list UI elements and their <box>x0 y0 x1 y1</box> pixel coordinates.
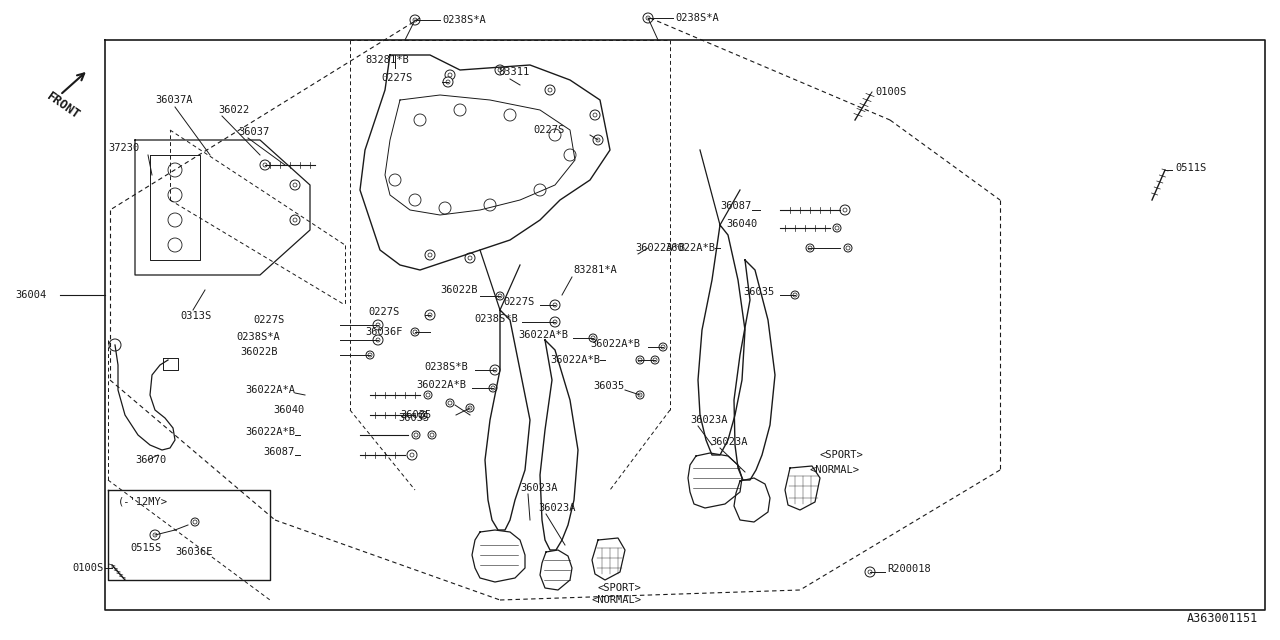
Text: 0227S: 0227S <box>369 307 399 317</box>
Circle shape <box>550 317 561 327</box>
Text: <SPORT>: <SPORT> <box>820 450 864 460</box>
Text: 36022B: 36022B <box>440 285 477 295</box>
Text: 36022A*B: 36022A*B <box>666 243 716 253</box>
Text: 0227S: 0227S <box>253 315 285 325</box>
Text: 36022A*B: 36022A*B <box>635 243 685 253</box>
Circle shape <box>840 205 850 215</box>
Text: 36037A: 36037A <box>155 95 192 105</box>
Circle shape <box>590 110 600 120</box>
Circle shape <box>550 300 561 310</box>
Text: <NORMAL>: <NORMAL> <box>591 595 643 605</box>
Circle shape <box>636 391 644 399</box>
Text: 37230: 37230 <box>108 143 140 153</box>
Circle shape <box>291 180 300 190</box>
Text: 36035: 36035 <box>401 410 433 420</box>
Circle shape <box>425 310 435 320</box>
Text: 36035: 36035 <box>594 381 625 391</box>
Text: 0238S*A: 0238S*A <box>675 13 719 23</box>
Text: 36035: 36035 <box>399 413 430 423</box>
Circle shape <box>191 518 198 526</box>
Circle shape <box>545 85 556 95</box>
Text: 36004: 36004 <box>15 290 46 300</box>
Text: FRONT: FRONT <box>45 90 83 122</box>
Circle shape <box>497 292 504 300</box>
Text: 36022A*B: 36022A*B <box>550 355 600 365</box>
Circle shape <box>466 404 474 412</box>
Circle shape <box>407 450 417 460</box>
Circle shape <box>865 567 876 577</box>
Circle shape <box>445 70 454 80</box>
Text: 36040: 36040 <box>274 405 305 415</box>
Circle shape <box>589 334 596 342</box>
Circle shape <box>291 215 300 225</box>
Circle shape <box>465 253 475 263</box>
Text: 0227S: 0227S <box>504 297 535 307</box>
Circle shape <box>372 335 383 345</box>
Text: 36040: 36040 <box>727 219 758 229</box>
Circle shape <box>260 160 270 170</box>
Text: 0238S*A: 0238S*A <box>442 15 485 25</box>
Text: 0100S: 0100S <box>876 87 906 97</box>
Circle shape <box>659 343 667 351</box>
Circle shape <box>445 399 454 407</box>
Circle shape <box>372 320 383 330</box>
Circle shape <box>844 244 852 252</box>
Text: 0238S*B: 0238S*B <box>424 362 468 372</box>
Circle shape <box>425 250 435 260</box>
Text: 36070: 36070 <box>134 455 166 465</box>
Circle shape <box>652 356 659 364</box>
Text: 36037: 36037 <box>238 127 269 137</box>
Circle shape <box>643 13 653 23</box>
Text: 83281*A: 83281*A <box>573 265 617 275</box>
Circle shape <box>366 351 374 359</box>
Circle shape <box>490 365 500 375</box>
Circle shape <box>150 530 160 540</box>
Text: (-'12MY>: (-'12MY> <box>118 497 168 507</box>
Text: 83281*B: 83281*B <box>365 55 408 65</box>
Text: 36022: 36022 <box>218 105 250 115</box>
Circle shape <box>411 328 419 336</box>
Text: 0515S: 0515S <box>131 543 161 553</box>
Circle shape <box>806 244 814 252</box>
Text: 0238S*A: 0238S*A <box>237 332 280 342</box>
Text: 83311: 83311 <box>498 67 529 77</box>
Text: 0511S: 0511S <box>1175 163 1206 173</box>
Text: <SPORT>: <SPORT> <box>596 583 641 593</box>
Text: 36022A*B: 36022A*B <box>244 427 294 437</box>
Text: 0227S: 0227S <box>381 73 413 83</box>
Text: 36023A: 36023A <box>520 483 558 493</box>
Text: 0238S*B: 0238S*B <box>475 314 518 324</box>
Text: 36023A: 36023A <box>690 415 727 425</box>
Text: 36023A: 36023A <box>538 503 576 513</box>
Circle shape <box>833 224 841 232</box>
Text: R200018: R200018 <box>887 564 931 574</box>
Circle shape <box>428 431 436 439</box>
Circle shape <box>443 77 453 87</box>
Circle shape <box>489 384 497 392</box>
Circle shape <box>593 135 603 145</box>
Text: 36023A: 36023A <box>710 437 748 447</box>
Text: 0227S: 0227S <box>534 125 564 135</box>
Text: 36022A*A: 36022A*A <box>244 385 294 395</box>
Text: 36022A*B: 36022A*B <box>518 330 568 340</box>
Text: 36087: 36087 <box>721 201 753 211</box>
Text: 36087: 36087 <box>264 447 294 457</box>
Circle shape <box>791 291 799 299</box>
Circle shape <box>419 411 428 419</box>
Text: 0100S: 0100S <box>72 563 104 573</box>
Text: 36035: 36035 <box>744 287 774 297</box>
Text: <NORMAL>: <NORMAL> <box>810 465 860 475</box>
Circle shape <box>424 391 433 399</box>
Text: A363001151: A363001151 <box>1187 612 1258 625</box>
Text: 36022A*B: 36022A*B <box>416 380 466 390</box>
Circle shape <box>495 65 506 75</box>
Circle shape <box>410 15 420 25</box>
Text: 0313S: 0313S <box>180 311 211 321</box>
Text: 36022A*B: 36022A*B <box>590 339 640 349</box>
Circle shape <box>412 431 420 439</box>
Text: 36036E: 36036E <box>175 547 212 557</box>
Circle shape <box>636 356 644 364</box>
Text: 36036F: 36036F <box>366 327 403 337</box>
Text: 36022B: 36022B <box>241 347 278 357</box>
